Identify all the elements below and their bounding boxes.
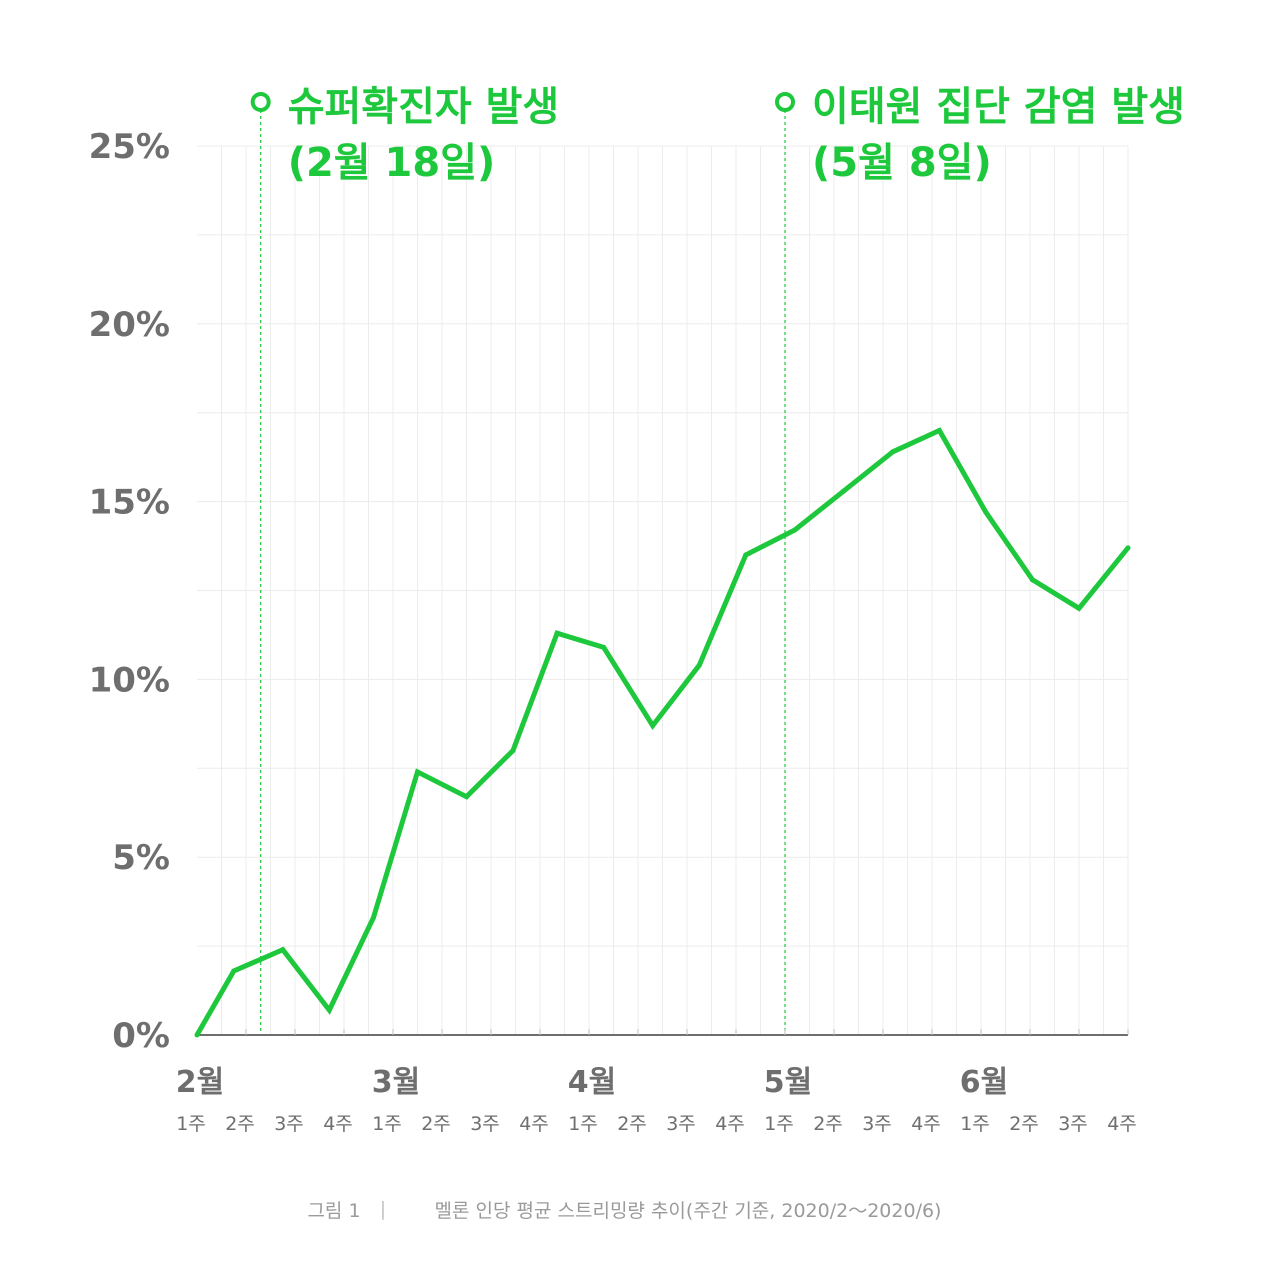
- data-point: [554, 630, 560, 636]
- week-label: 3주: [862, 1113, 892, 1135]
- annotation-lines: [260, 110, 786, 1035]
- month-label: 4월: [568, 1065, 616, 1100]
- caption: 그림 1 | 멜론 인당 평균 스트리밍량 추이(주간 기준, 2020/2～2…: [307, 1198, 941, 1222]
- week-label: 1주: [764, 1113, 794, 1135]
- y-tick-label: 15%: [89, 483, 170, 523]
- week-label: 3주: [666, 1113, 696, 1135]
- data-point: [936, 427, 942, 433]
- data-point: [696, 662, 702, 668]
- grid: [197, 145, 1129, 1035]
- week-label: 2주: [813, 1113, 843, 1135]
- y-tick-label: 20%: [89, 305, 170, 345]
- data-point: [464, 794, 469, 800]
- data-point: [280, 947, 286, 953]
- x-tick-labels: 2월 3월 4월 5월 6월 1주 2주 3주 4주 1주 2주 3주 4주 1주 2주 3주 4주 1주 2주 3주…: [176, 1065, 1137, 1135]
- caption-label: 그림 1: [307, 1200, 360, 1222]
- series-layer: [194, 427, 1131, 1038]
- annotation-title: 슈퍼확진자 발생: [288, 84, 560, 130]
- y-tick-label: 5%: [112, 838, 170, 878]
- y-tick-label: 0%: [112, 1016, 170, 1056]
- week-label: 3주: [470, 1113, 500, 1135]
- week-label: 2주: [617, 1113, 647, 1135]
- week-label: 1주: [372, 1113, 402, 1135]
- week-label: 4주: [911, 1113, 941, 1135]
- data-point: [743, 552, 749, 558]
- data-point: [415, 769, 420, 775]
- data-point: [650, 723, 656, 729]
- week-label: 2주: [225, 1113, 255, 1135]
- month-label: 6월: [960, 1065, 1008, 1100]
- data-point: [1029, 577, 1035, 583]
- annotation-date: (5월 8일): [812, 140, 992, 186]
- week-label: 3주: [274, 1113, 304, 1135]
- data-point: [601, 644, 607, 650]
- caption-separator: |: [380, 1198, 386, 1220]
- week-label: 4주: [323, 1113, 353, 1135]
- week-label: 3주: [1058, 1113, 1088, 1135]
- data-point: [983, 509, 989, 515]
- week-label: 4주: [715, 1113, 745, 1135]
- data-point: [370, 915, 376, 921]
- week-label: 2주: [1009, 1113, 1039, 1135]
- y-tick-label: 25%: [89, 127, 170, 167]
- annotation-marker: [250, 92, 271, 112]
- y-tick-label: 10%: [89, 660, 170, 700]
- data-point: [1076, 605, 1082, 611]
- data-point: [326, 1007, 332, 1013]
- week-label: 1주: [568, 1113, 598, 1135]
- annotations: 슈퍼확진자 발생 (2월 18일) 이태원 집단 감염 발생 (5월 8일): [250, 84, 1185, 186]
- axes: [197, 1029, 1129, 1036]
- month-label: 5월: [764, 1065, 812, 1100]
- data-point: [1125, 545, 1131, 551]
- caption-text: 멜론 인당 평균 스트리밍량 추이(주간 기준, 2020/2～2020/6): [435, 1200, 942, 1222]
- week-label: 1주: [176, 1113, 206, 1135]
- month-label: 2월: [176, 1065, 224, 1100]
- annotation-marker: [775, 92, 795, 112]
- data-point: [194, 1032, 200, 1038]
- y-tick-labels: 0% 5% 10% 15% 20% 25%: [89, 127, 170, 1056]
- data-point: [792, 527, 798, 533]
- data-point: [890, 449, 896, 455]
- week-label: 1주: [960, 1113, 990, 1135]
- data-point: [510, 748, 516, 754]
- week-label: 2주: [421, 1113, 451, 1135]
- week-label: 4주: [519, 1113, 549, 1135]
- month-label: 3월: [372, 1065, 420, 1100]
- annotation-title: 이태원 집단 감염 발생: [812, 84, 1185, 130]
- data-point: [841, 488, 847, 494]
- data-point: [231, 968, 237, 974]
- annotation-date: (2월 18일): [288, 140, 496, 186]
- week-label: 4주: [1107, 1113, 1137, 1135]
